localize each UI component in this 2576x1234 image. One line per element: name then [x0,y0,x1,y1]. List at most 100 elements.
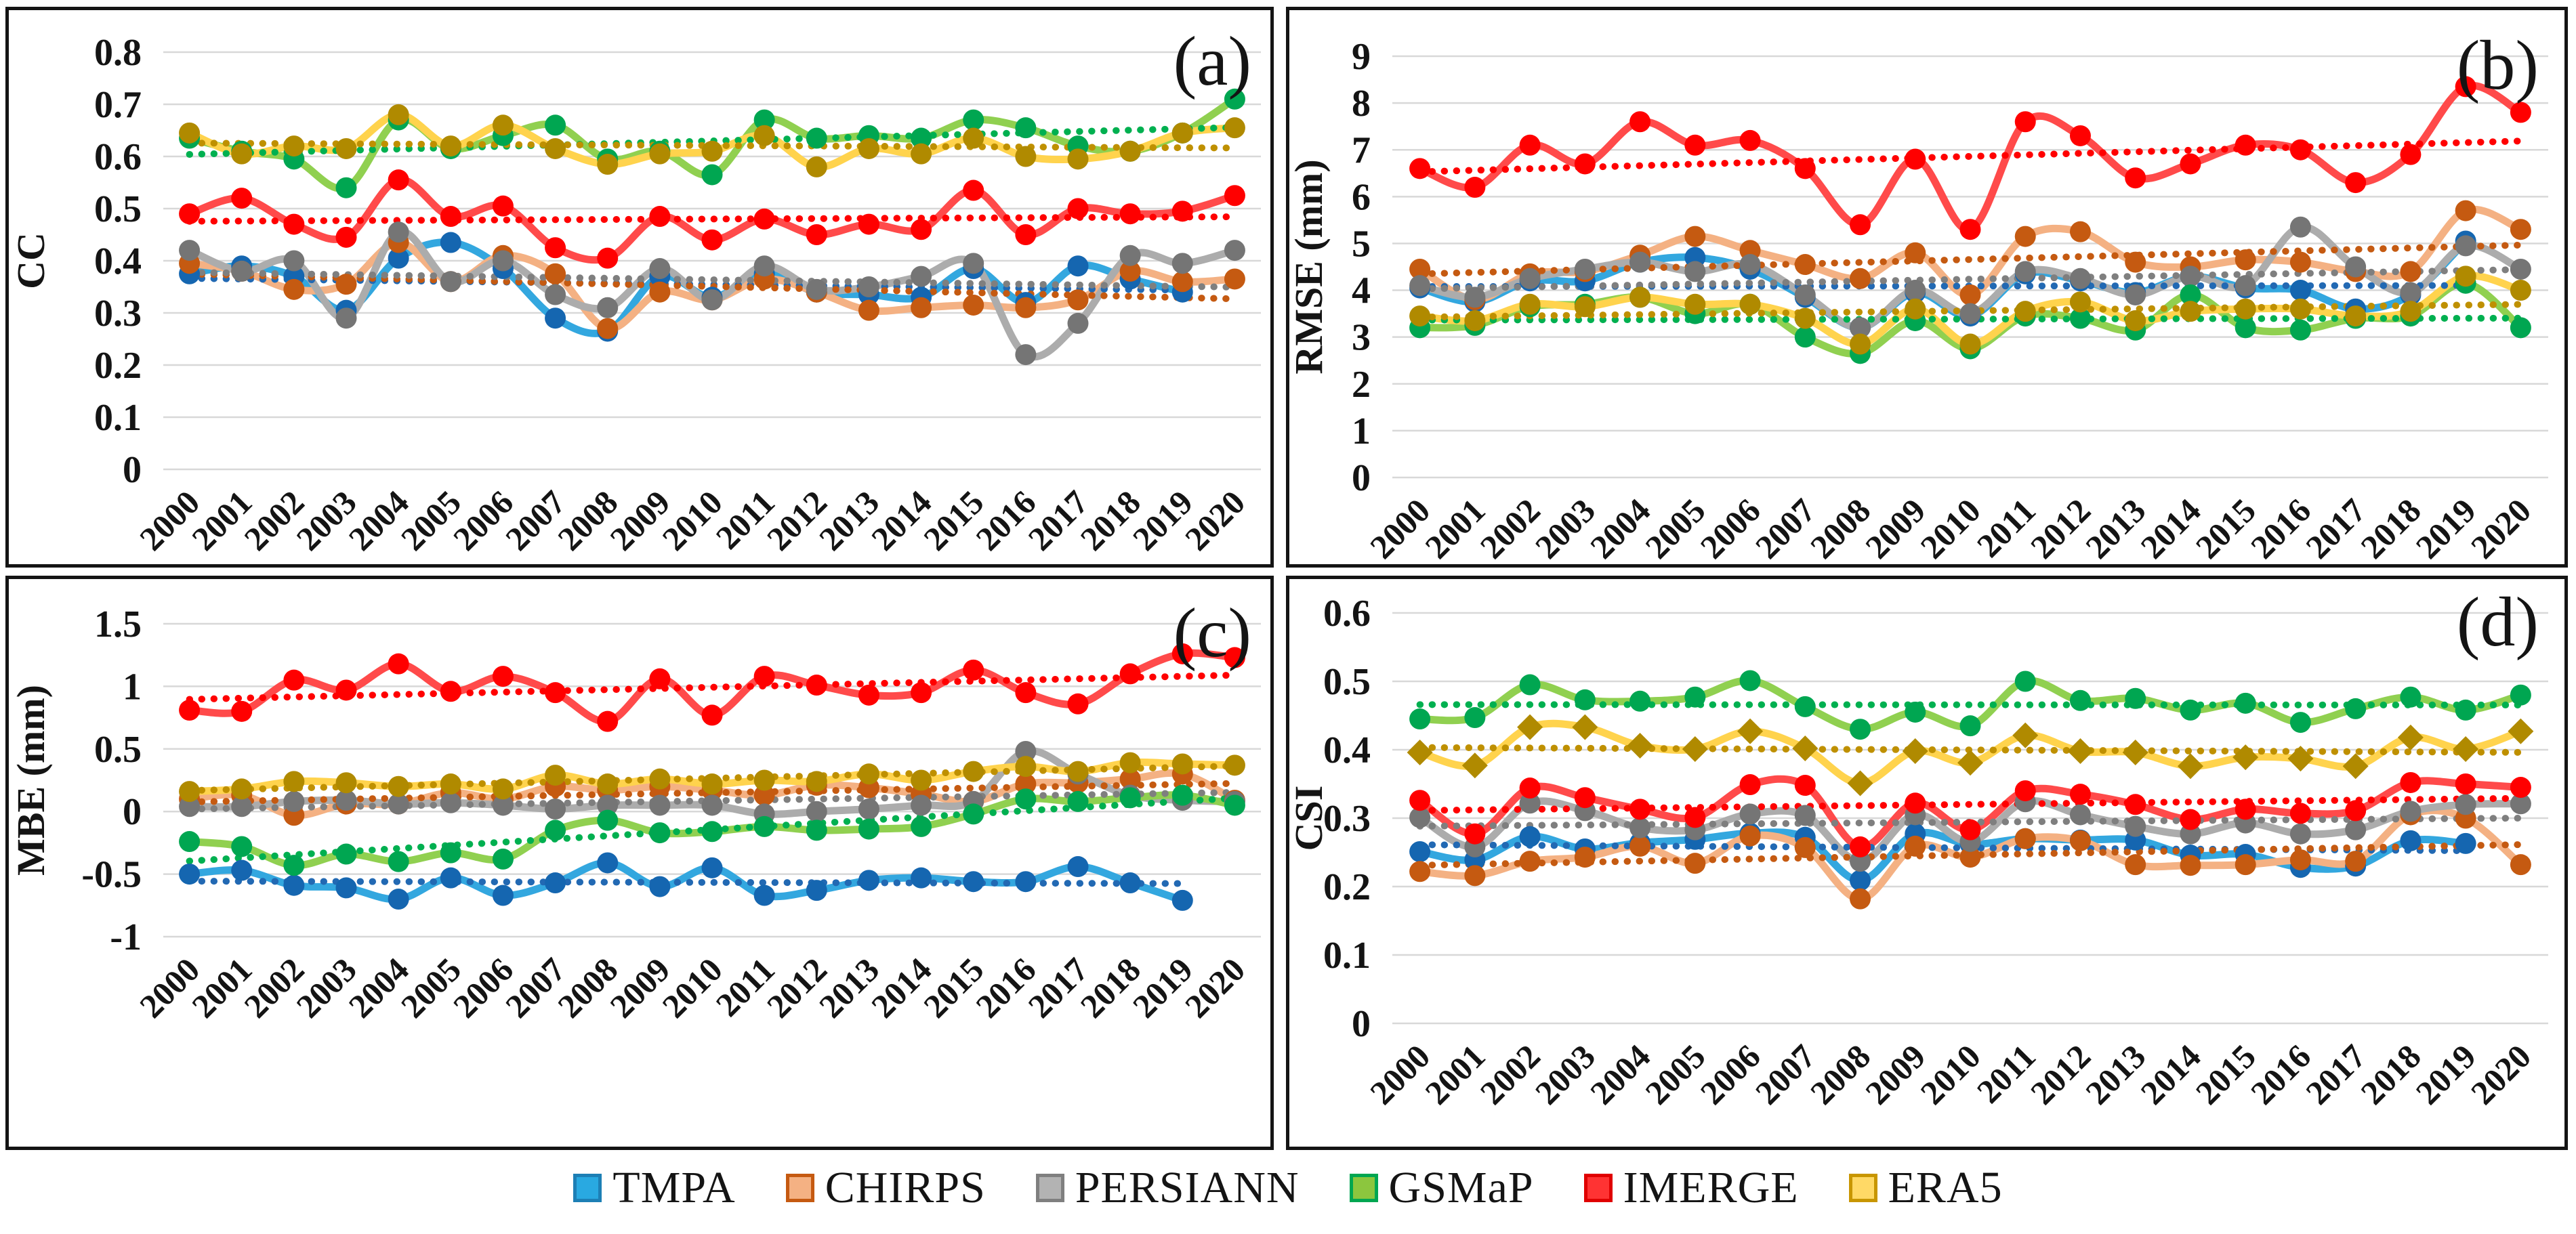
figure-legend: TMPA CHIRPS PERSIANN GSMaP IMERGE ERA5 [0,1162,2576,1214]
series-marker-tmpa [545,307,566,329]
series-marker-imerge [1224,185,1245,207]
series-marker-imerge [2069,125,2091,146]
series-marker-era5 [1119,752,1141,773]
x-tick-label: 2014 [2133,491,2207,564]
series-marker-era5 [2125,310,2146,331]
series-marker-persiann [911,265,932,287]
x-tick-label: 2020 [1178,950,1252,1025]
series-marker-imerge [1684,807,1706,828]
series-marker-chirps [1905,835,1926,857]
series-marker-imerge [2014,111,2036,133]
y-tick-label: 0.8 [94,32,142,74]
series-marker-persiann [231,260,253,282]
series-marker-persiann [2510,793,2531,815]
series-marker-tmpa [231,859,253,881]
series-marker-gsmap [2235,317,2256,339]
series-marker-tmpa [335,877,357,899]
x-tick-label: 2013 [2078,1037,2153,1111]
series-marker-persiann [806,278,827,300]
panel-letter-label: (b) [2457,26,2539,104]
series-marker-chirps [1171,271,1193,293]
series-marker-persiann [1850,851,1871,872]
series-marker-chirps [1684,853,1706,874]
series-marker-gsmap [1464,707,1486,729]
series-marker-persiann [1850,317,1871,339]
y-tick-label: 0.2 [94,345,142,387]
series-marker-chirps [283,278,305,300]
series-marker-persiann [492,794,514,816]
series-marker-era5 [597,773,619,795]
legend-label: GSMaP [1388,1163,1534,1212]
series-marker-imerge [806,224,827,245]
legend-item-gsmap: GSMaP [1349,1162,1534,1214]
series-marker-chirps [2125,854,2146,876]
series-marker-chirps [2069,221,2091,242]
series-marker-era5 [2342,753,2369,780]
x-tick-label: 2018 [2353,1037,2428,1111]
series-marker-era5 [1224,117,1245,139]
series-marker-era5 [1959,333,1981,355]
series-marker-era5 [753,769,775,791]
series-marker-gsmap [963,803,984,825]
series-marker-persiann [1015,344,1037,366]
series-marker-imerge [2345,800,2367,822]
y-tick-label: 0.1 [1323,935,1371,977]
series-marker-persiann [545,284,566,305]
series-marker-era5 [1902,738,1928,765]
series-marker-imerge [2235,134,2256,156]
y-axis-title: RMSE (mm) [1289,159,1331,374]
series-marker-tmpa [440,232,461,253]
series-marker-persiann [1464,286,1486,308]
series-marker-era5 [1737,718,1764,744]
series-marker-era5 [701,773,723,795]
series-marker-era5 [335,772,357,794]
series-marker-imerge [1015,224,1037,245]
legend-item-tmpa: TMPA [573,1162,735,1214]
series-marker-imerge [1015,682,1037,704]
series-marker-era5 [2400,301,2422,322]
series-marker-era5 [388,775,409,797]
series-marker-imerge [2455,773,2476,794]
y-tick-label: 1.5 [94,603,142,645]
series-marker-persiann [388,793,409,815]
series-marker-era5 [492,114,514,136]
series-marker-imerge [1574,787,1596,809]
series-marker-chirps [2455,200,2476,221]
legend-label: PERSIANN [1075,1163,1300,1212]
series-marker-imerge [1959,219,1981,240]
series-marker-gsmap [335,843,357,865]
panel-rmse: 9 8 7 6 5 4 3 2 1 0 RMSE (mm) 2000 2001 2002 2003 2004 2… [1286,7,2568,568]
series-marker-tmpa [1519,826,1541,847]
y-tick-label: 0 [1352,1003,1371,1045]
series-marker-imerge [2289,139,2311,161]
series-marker-era5 [963,761,984,782]
x-tick-label: 2016 [2243,491,2318,564]
series-marker-era5 [963,127,984,149]
series-marker-tmpa [1119,872,1141,894]
series-marker-persiann [2014,261,2036,282]
series-marker-gsmap [492,848,514,870]
x-tick-label: 2001 [1417,1037,1492,1111]
x-tick-label: 2020 [1178,483,1252,557]
series-marker-imerge [753,208,775,230]
series-marker-gsmap [1119,787,1141,809]
series-marker-chirps [1959,284,1981,305]
series-marker-imerge [597,710,619,732]
series-marker-imerge [911,219,932,240]
series-marker-era5 [1739,293,1761,315]
series-marker-gsmap [806,820,827,841]
series-marker-chirps [545,263,566,284]
series-marker-gsmap [597,809,619,831]
x-tick-label: 2004 [1583,491,1657,564]
x-tick-label: 2016 [2243,1037,2318,1111]
series-marker-imerge [2510,102,2531,123]
series-marker-imerge [701,229,723,251]
y-tick-label: -1 [110,916,142,958]
series-marker-chirps [2235,854,2256,876]
trendline-chirps [186,270,1239,303]
series-marker-gsmap [2510,684,2531,706]
y-tick-label: 0.5 [94,188,142,230]
series-marker-tmpa [440,867,461,889]
series-marker-tmpa [179,864,201,885]
